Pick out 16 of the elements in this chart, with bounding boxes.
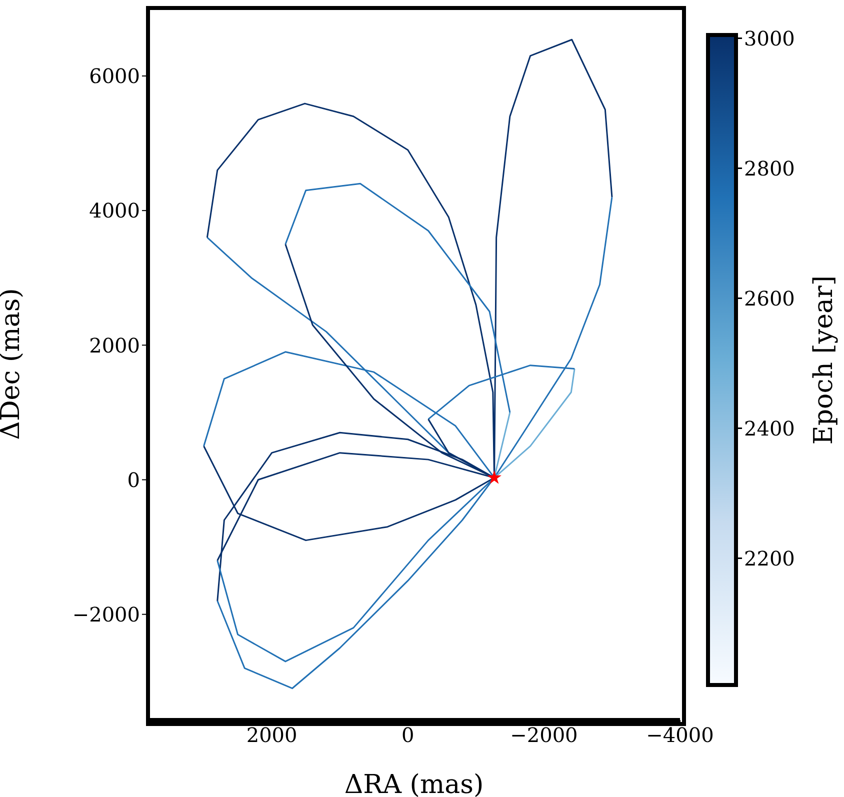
- x-axis-title: ΔRA (mas): [344, 770, 484, 797]
- x-tick-label: −4000: [646, 723, 714, 748]
- y-tick-label: −2000: [72, 602, 140, 626]
- color-bar-label: 2400: [744, 416, 795, 440]
- color-bar-label: 2200: [744, 546, 795, 570]
- x-tick-label: −2000: [510, 723, 578, 748]
- y-tick-label: 6000: [89, 64, 140, 88]
- color-bar-label: 2800: [744, 156, 795, 180]
- color-bar-title: Epoch [year]: [809, 275, 839, 445]
- y-tick-label: 0: [127, 468, 140, 492]
- y-tick-label: 4000: [89, 198, 140, 223]
- x-tick-label: 0: [402, 723, 414, 748]
- x-tick-label: 2000: [246, 723, 298, 748]
- y-tick-label: 2000: [89, 333, 140, 358]
- color-bar-label: 3000: [744, 26, 795, 50]
- color-bar-label: 2600: [744, 286, 795, 310]
